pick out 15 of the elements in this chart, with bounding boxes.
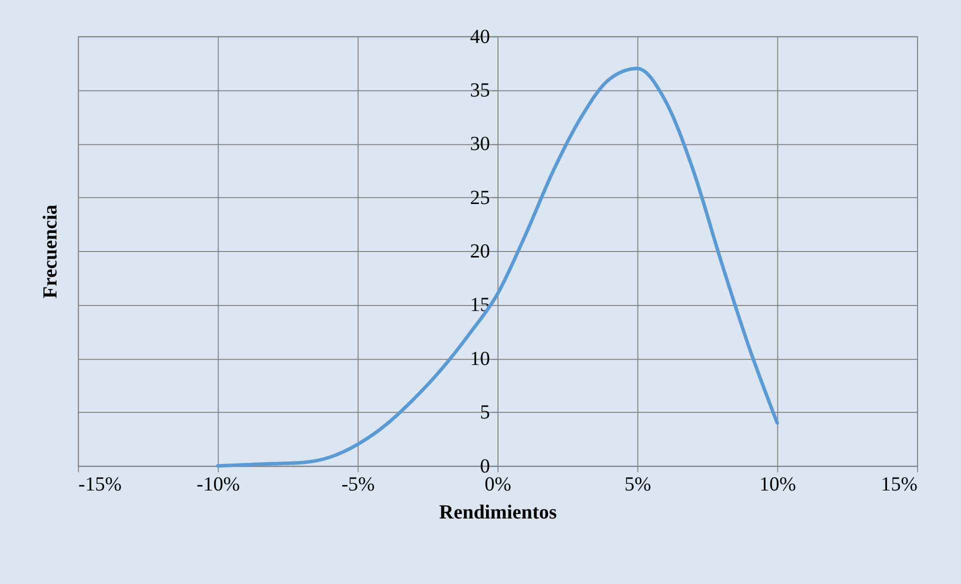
y-tick-label: 35 — [470, 79, 490, 102]
y-tick-label: 5 — [480, 402, 490, 424]
x-tick-label: 5% — [624, 473, 652, 496]
x-axis-title: Rendimientos — [439, 501, 558, 524]
y-tick-label: 10 — [470, 348, 490, 370]
x-tick-label: -5% — [341, 473, 375, 496]
y-tick-label: 30 — [470, 133, 490, 156]
x-tick-label: -15% — [78, 473, 122, 496]
x-tick-label: -10% — [196, 473, 240, 496]
x-tick-label: 10% — [759, 473, 796, 496]
y-tick-label: 40 — [470, 26, 490, 48]
y-axis-title: Frecuencia — [39, 204, 62, 298]
x-tick-label: 15% — [880, 473, 918, 496]
y-tick-label: 25 — [470, 186, 490, 209]
y-tick-label: 20 — [470, 240, 490, 263]
